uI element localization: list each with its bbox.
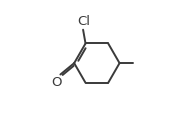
Text: Cl: Cl <box>77 15 90 28</box>
Text: O: O <box>52 76 62 90</box>
